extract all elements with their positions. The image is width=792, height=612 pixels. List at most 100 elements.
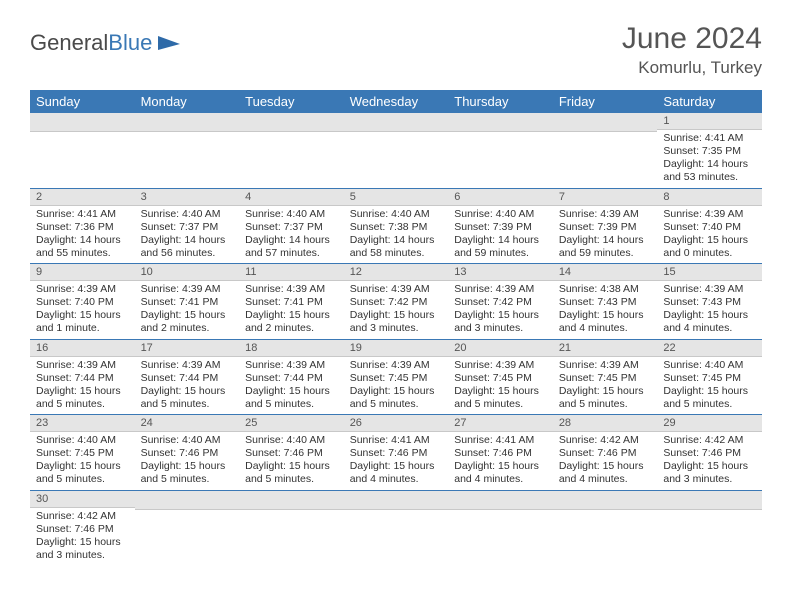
day-number-band [344,113,449,132]
sunrise-text: Sunrise: 4:39 AM [245,283,338,296]
day-cell: 23Sunrise: 4:40 AMSunset: 7:45 PMDayligh… [30,415,135,491]
day-number-band: 25 [239,415,344,432]
sunset-text: Sunset: 7:39 PM [559,221,652,234]
sunrise-text: Sunrise: 4:40 AM [245,434,338,447]
day-cell [135,490,240,565]
day-body: Sunrise: 4:42 AMSunset: 7:46 PMDaylight:… [30,508,135,566]
day-body: Sunrise: 4:40 AMSunset: 7:37 PMDaylight:… [135,206,240,264]
weekday-header: Friday [553,90,658,113]
daylight-text: Daylight: 15 hours and 3 minutes. [36,536,129,562]
day-number-band [239,491,344,510]
daylight-text: Daylight: 15 hours and 5 minutes. [663,385,756,411]
day-number-band [553,491,658,510]
day-number-band [448,113,553,132]
sunrise-text: Sunrise: 4:39 AM [141,283,234,296]
week-row: 1Sunrise: 4:41 AMSunset: 7:35 PMDaylight… [30,113,762,188]
day-cell [239,113,344,188]
sunset-text: Sunset: 7:43 PM [559,296,652,309]
day-number-band: 20 [448,340,553,357]
day-number-band [448,491,553,510]
day-body [344,510,449,561]
sunset-text: Sunset: 7:41 PM [245,296,338,309]
weekday-header: Thursday [448,90,553,113]
daylight-text: Daylight: 15 hours and 1 minute. [36,309,129,335]
weekday-header: Monday [135,90,240,113]
day-body: Sunrise: 4:41 AMSunset: 7:35 PMDaylight:… [657,130,762,188]
day-body: Sunrise: 4:39 AMSunset: 7:44 PMDaylight:… [30,357,135,415]
day-cell: 13Sunrise: 4:39 AMSunset: 7:42 PMDayligh… [448,264,553,340]
week-row: 16Sunrise: 4:39 AMSunset: 7:44 PMDayligh… [30,339,762,415]
day-number-band [135,113,240,132]
sunset-text: Sunset: 7:37 PM [141,221,234,234]
day-body: Sunrise: 4:40 AMSunset: 7:46 PMDaylight:… [239,432,344,490]
daylight-text: Daylight: 15 hours and 5 minutes. [454,385,547,411]
daylight-text: Daylight: 14 hours and 59 minutes. [454,234,547,260]
sunset-text: Sunset: 7:45 PM [663,372,756,385]
day-number-band: 21 [553,340,658,357]
sunset-text: Sunset: 7:37 PM [245,221,338,234]
day-body [239,510,344,561]
day-body: Sunrise: 4:41 AMSunset: 7:46 PMDaylight:… [448,432,553,490]
day-number-band: 26 [344,415,449,432]
day-body [135,132,240,183]
sunrise-text: Sunrise: 4:40 AM [141,208,234,221]
weekday-header-row: Sunday Monday Tuesday Wednesday Thursday… [30,90,762,113]
day-number-band [135,491,240,510]
sunrise-text: Sunrise: 4:41 AM [663,132,756,145]
day-cell: 3Sunrise: 4:40 AMSunset: 7:37 PMDaylight… [135,188,240,264]
day-number-band: 15 [657,264,762,281]
day-cell: 8Sunrise: 4:39 AMSunset: 7:40 PMDaylight… [657,188,762,264]
daylight-text: Daylight: 15 hours and 5 minutes. [245,385,338,411]
day-cell: 21Sunrise: 4:39 AMSunset: 7:45 PMDayligh… [553,339,658,415]
page-title: June 2024 [622,22,762,56]
day-number-band: 9 [30,264,135,281]
day-cell: 17Sunrise: 4:39 AMSunset: 7:44 PMDayligh… [135,339,240,415]
day-number-band: 13 [448,264,553,281]
weekday-header: Tuesday [239,90,344,113]
day-number-band: 4 [239,189,344,206]
sunset-text: Sunset: 7:46 PM [454,447,547,460]
day-cell [553,113,658,188]
daylight-text: Daylight: 15 hours and 4 minutes. [559,460,652,486]
daylight-text: Daylight: 15 hours and 0 minutes. [663,234,756,260]
day-body: Sunrise: 4:39 AMSunset: 7:40 PMDaylight:… [657,206,762,264]
sunrise-text: Sunrise: 4:42 AM [559,434,652,447]
daylight-text: Daylight: 15 hours and 5 minutes. [36,385,129,411]
day-cell: 16Sunrise: 4:39 AMSunset: 7:44 PMDayligh… [30,339,135,415]
day-body: Sunrise: 4:39 AMSunset: 7:42 PMDaylight:… [448,281,553,339]
day-body: Sunrise: 4:40 AMSunset: 7:46 PMDaylight:… [135,432,240,490]
sunset-text: Sunset: 7:46 PM [36,523,129,536]
day-number-band: 17 [135,340,240,357]
day-body: Sunrise: 4:40 AMSunset: 7:45 PMDaylight:… [657,357,762,415]
sunset-text: Sunset: 7:36 PM [36,221,129,234]
daylight-text: Daylight: 15 hours and 4 minutes. [663,309,756,335]
day-body [239,132,344,183]
day-number-band [239,113,344,132]
sunrise-text: Sunrise: 4:40 AM [141,434,234,447]
day-cell: 29Sunrise: 4:42 AMSunset: 7:46 PMDayligh… [657,415,762,491]
day-body: Sunrise: 4:42 AMSunset: 7:46 PMDaylight:… [657,432,762,490]
day-number-band: 30 [30,491,135,508]
sunset-text: Sunset: 7:46 PM [350,447,443,460]
day-cell: 12Sunrise: 4:39 AMSunset: 7:42 PMDayligh… [344,264,449,340]
day-number-band: 16 [30,340,135,357]
sunrise-text: Sunrise: 4:41 AM [454,434,547,447]
day-body: Sunrise: 4:39 AMSunset: 7:45 PMDaylight:… [553,357,658,415]
sunrise-text: Sunrise: 4:41 AM [36,208,129,221]
flag-icon [156,34,182,52]
day-number-band: 8 [657,189,762,206]
day-number-band: 14 [553,264,658,281]
sunrise-text: Sunrise: 4:39 AM [454,359,547,372]
sunrise-text: Sunrise: 4:39 AM [559,208,652,221]
page: GeneralBlue June 2024 Komurlu, Turkey Su… [0,0,792,565]
sunrise-text: Sunrise: 4:39 AM [36,283,129,296]
day-body: Sunrise: 4:39 AMSunset: 7:44 PMDaylight:… [239,357,344,415]
day-body: Sunrise: 4:41 AMSunset: 7:46 PMDaylight:… [344,432,449,490]
day-cell [553,490,658,565]
day-cell: 4Sunrise: 4:40 AMSunset: 7:37 PMDaylight… [239,188,344,264]
sunset-text: Sunset: 7:45 PM [36,447,129,460]
sunrise-text: Sunrise: 4:40 AM [663,359,756,372]
week-row: 2Sunrise: 4:41 AMSunset: 7:36 PMDaylight… [30,188,762,264]
sunset-text: Sunset: 7:46 PM [141,447,234,460]
weekday-header: Saturday [657,90,762,113]
